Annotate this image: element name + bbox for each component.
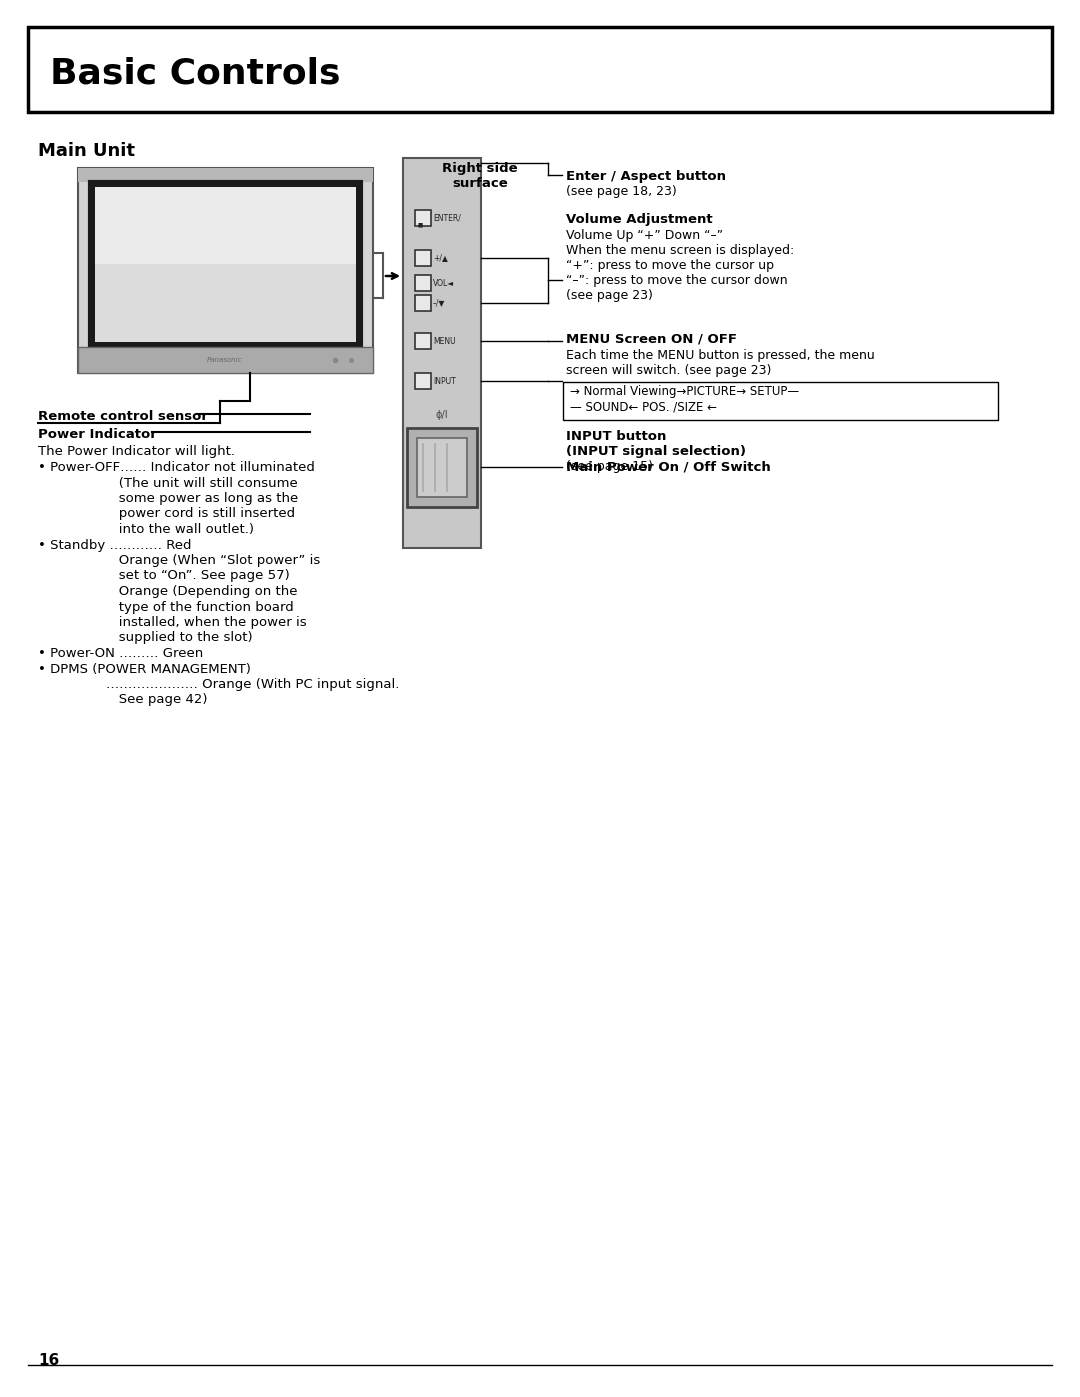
Text: Remote control sensor: Remote control sensor — [38, 409, 208, 423]
Text: (The unit will still consume: (The unit will still consume — [38, 476, 298, 489]
Text: ■: ■ — [417, 222, 422, 226]
Text: screen will switch. (see page 23): screen will switch. (see page 23) — [566, 365, 771, 377]
Text: — SOUND← POS. /SIZE ←: — SOUND← POS. /SIZE ← — [570, 400, 717, 414]
FancyBboxPatch shape — [563, 381, 998, 420]
Text: into the wall outlet.): into the wall outlet.) — [38, 522, 254, 536]
Text: → Normal Viewing→PICTURE→ SETUP—: → Normal Viewing→PICTURE→ SETUP— — [570, 386, 799, 398]
Text: • Standby ………… Red: • Standby ………… Red — [38, 538, 191, 552]
Text: Enter / Aspect button: Enter / Aspect button — [566, 170, 726, 183]
Text: “+”: press to move the cursor up: “+”: press to move the cursor up — [566, 258, 774, 272]
Text: installed, when the power is: installed, when the power is — [38, 616, 307, 629]
FancyBboxPatch shape — [403, 158, 481, 548]
Text: (see page 23): (see page 23) — [566, 289, 653, 302]
Text: Panasonic: Panasonic — [207, 358, 243, 363]
FancyBboxPatch shape — [415, 373, 431, 388]
Text: The Power Indicator will light.: The Power Indicator will light. — [38, 446, 235, 458]
Text: Main Power On / Off Switch: Main Power On / Off Switch — [566, 460, 771, 474]
FancyBboxPatch shape — [415, 250, 431, 265]
Text: 16: 16 — [38, 1354, 59, 1368]
Text: • Power-ON ……… Green: • Power-ON ……… Green — [38, 647, 203, 659]
Text: (see page 15): (see page 15) — [566, 460, 653, 474]
FancyBboxPatch shape — [78, 346, 373, 373]
FancyBboxPatch shape — [78, 168, 373, 182]
Text: (INPUT signal selection): (INPUT signal selection) — [566, 446, 746, 458]
FancyBboxPatch shape — [95, 187, 356, 264]
FancyBboxPatch shape — [415, 332, 431, 349]
Text: ………………… Orange (With PC input signal.: ………………… Orange (With PC input signal. — [38, 678, 400, 692]
FancyBboxPatch shape — [407, 427, 477, 507]
Text: When the menu screen is displayed:: When the menu screen is displayed: — [566, 244, 794, 257]
Text: Each time the MENU button is pressed, the menu: Each time the MENU button is pressed, th… — [566, 349, 875, 362]
Text: INPUT button: INPUT button — [566, 430, 666, 443]
Text: Power Indicator: Power Indicator — [38, 427, 157, 441]
Text: ENTER/: ENTER/ — [433, 214, 461, 222]
Text: some power as long as the: some power as long as the — [38, 492, 298, 504]
Text: MENU: MENU — [433, 337, 456, 345]
Text: Right side: Right side — [442, 162, 517, 175]
FancyBboxPatch shape — [28, 27, 1052, 112]
FancyBboxPatch shape — [95, 187, 356, 342]
FancyBboxPatch shape — [90, 182, 361, 346]
FancyBboxPatch shape — [78, 168, 373, 373]
FancyBboxPatch shape — [415, 275, 431, 291]
Text: VOL◄: VOL◄ — [433, 278, 454, 288]
Text: +/▲: +/▲ — [433, 253, 448, 263]
Text: Basic Controls: Basic Controls — [50, 57, 340, 91]
Text: Orange (When “Slot power” is: Orange (When “Slot power” is — [38, 555, 321, 567]
Text: “–”: press to move the cursor down: “–”: press to move the cursor down — [566, 274, 787, 286]
Text: (see page 18, 23): (see page 18, 23) — [566, 184, 677, 198]
Text: supplied to the slot): supplied to the slot) — [38, 631, 253, 644]
FancyBboxPatch shape — [417, 439, 467, 497]
Text: • Power-OFF…… Indicator not illuminated: • Power-OFF…… Indicator not illuminated — [38, 461, 315, 474]
Text: –/▼: –/▼ — [433, 299, 445, 307]
Text: ϕ/I: ϕ/I — [435, 409, 448, 420]
FancyBboxPatch shape — [415, 295, 431, 312]
Text: power cord is still inserted: power cord is still inserted — [38, 507, 295, 521]
Text: set to “On”. See page 57): set to “On”. See page 57) — [38, 570, 289, 583]
Text: Volume Adjustment: Volume Adjustment — [566, 212, 713, 226]
Text: type of the function board: type of the function board — [38, 601, 294, 613]
FancyBboxPatch shape — [415, 210, 431, 226]
Text: • DPMS (POWER MANAGEMENT): • DPMS (POWER MANAGEMENT) — [38, 662, 251, 676]
Text: Orange (Depending on the: Orange (Depending on the — [38, 585, 297, 598]
Text: surface: surface — [453, 177, 508, 190]
Text: See page 42): See page 42) — [38, 693, 207, 707]
Text: MENU Screen ON / OFF: MENU Screen ON / OFF — [566, 332, 737, 346]
Text: Volume Up “+” Down “–”: Volume Up “+” Down “–” — [566, 229, 724, 242]
Text: INPUT: INPUT — [433, 377, 456, 386]
Text: Main Unit: Main Unit — [38, 142, 135, 161]
